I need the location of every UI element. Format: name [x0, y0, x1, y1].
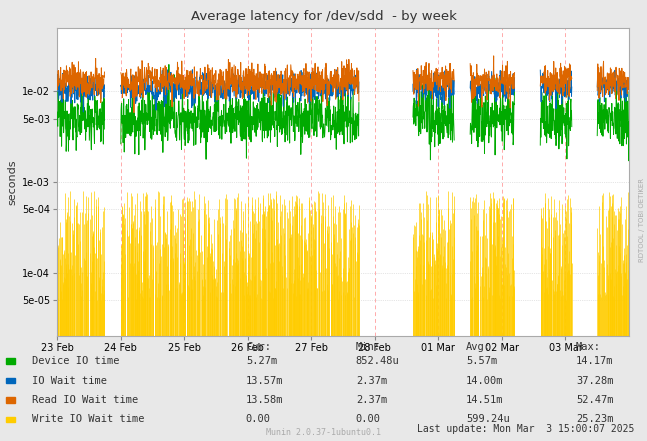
Y-axis label: seconds: seconds	[8, 159, 17, 205]
Text: Min:: Min:	[356, 342, 381, 352]
Text: Device IO time: Device IO time	[32, 356, 120, 366]
Text: 2.37m: 2.37m	[356, 395, 387, 405]
Text: Cur:: Cur:	[246, 342, 271, 352]
Text: Avg:: Avg:	[466, 342, 491, 352]
Text: 0.00: 0.00	[246, 415, 271, 424]
Text: 5.27m: 5.27m	[246, 356, 277, 366]
Text: 14.51m: 14.51m	[466, 395, 503, 405]
Text: 13.58m: 13.58m	[246, 395, 283, 405]
Text: 599.24u: 599.24u	[466, 415, 510, 424]
Text: Write IO Wait time: Write IO Wait time	[32, 415, 145, 424]
Text: RDTOOL / TOBI OETIKER: RDTOOL / TOBI OETIKER	[639, 179, 645, 262]
Text: Read IO Wait time: Read IO Wait time	[32, 395, 138, 405]
Text: 25.23m: 25.23m	[576, 415, 613, 424]
Text: IO Wait time: IO Wait time	[32, 376, 107, 385]
Text: Munin 2.0.37-1ubuntu0.1: Munin 2.0.37-1ubuntu0.1	[266, 428, 381, 437]
Text: 852.48u: 852.48u	[356, 356, 400, 366]
Text: 5.57m: 5.57m	[466, 356, 497, 366]
Text: Average latency for /dev/sdd  - by week: Average latency for /dev/sdd - by week	[191, 10, 456, 23]
Text: 0.00: 0.00	[356, 415, 381, 424]
Text: 52.47m: 52.47m	[576, 395, 613, 405]
Text: 2.37m: 2.37m	[356, 376, 387, 385]
Text: Max:: Max:	[576, 342, 601, 352]
Text: 14.17m: 14.17m	[576, 356, 613, 366]
Text: 14.00m: 14.00m	[466, 376, 503, 385]
Text: 37.28m: 37.28m	[576, 376, 613, 385]
Text: 13.57m: 13.57m	[246, 376, 283, 385]
Text: Last update: Mon Mar  3 15:00:07 2025: Last update: Mon Mar 3 15:00:07 2025	[417, 424, 634, 434]
